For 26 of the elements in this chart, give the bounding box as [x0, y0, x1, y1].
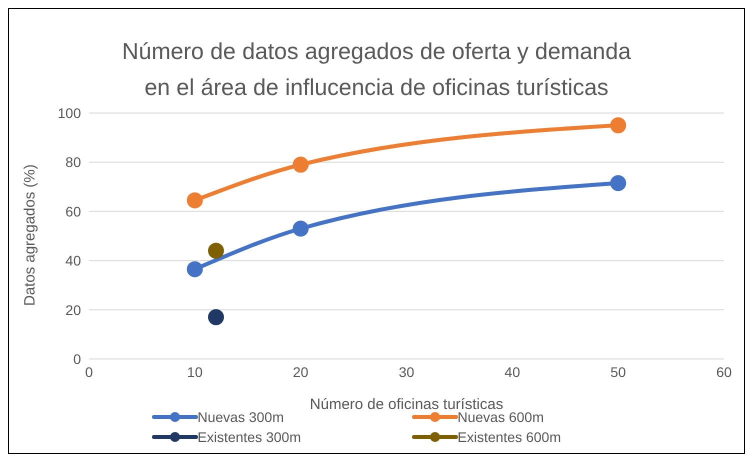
point [610, 175, 626, 192]
legend-label: Existentes 300m [198, 429, 301, 445]
point [186, 261, 203, 278]
point [292, 220, 309, 237]
point [610, 117, 626, 134]
x-tick-label: 20 [292, 364, 309, 380]
x-tick-label: 0 [85, 364, 94, 380]
y-tick-label: 0 [73, 350, 82, 367]
y-tick-label: 60 [65, 203, 82, 220]
y-axis-title: Datos agregados (%) [21, 164, 38, 306]
point [292, 156, 309, 173]
x-tick-label: 40 [504, 364, 520, 380]
x-tick-label: 10 [187, 364, 203, 380]
y-tick-label: 100 [58, 104, 82, 121]
y-tick-label: 40 [65, 252, 82, 269]
point [208, 242, 224, 259]
x-tick-label: 60 [716, 364, 732, 380]
point [186, 192, 203, 208]
point [208, 309, 224, 326]
y-tick-label: 80 [65, 154, 82, 170]
legend-label: Nuevas 300m [198, 409, 284, 425]
x-tick-label: 50 [610, 364, 626, 380]
chart-title: Número de datos agregados de oferta y demanda en el área de influcencia de oficinas turísticas [121, 37, 632, 102]
x-tick-label: 30 [398, 364, 414, 380]
legend-label: Existentes 600m [458, 429, 561, 445]
y-tick-label: 20 [65, 302, 82, 318]
